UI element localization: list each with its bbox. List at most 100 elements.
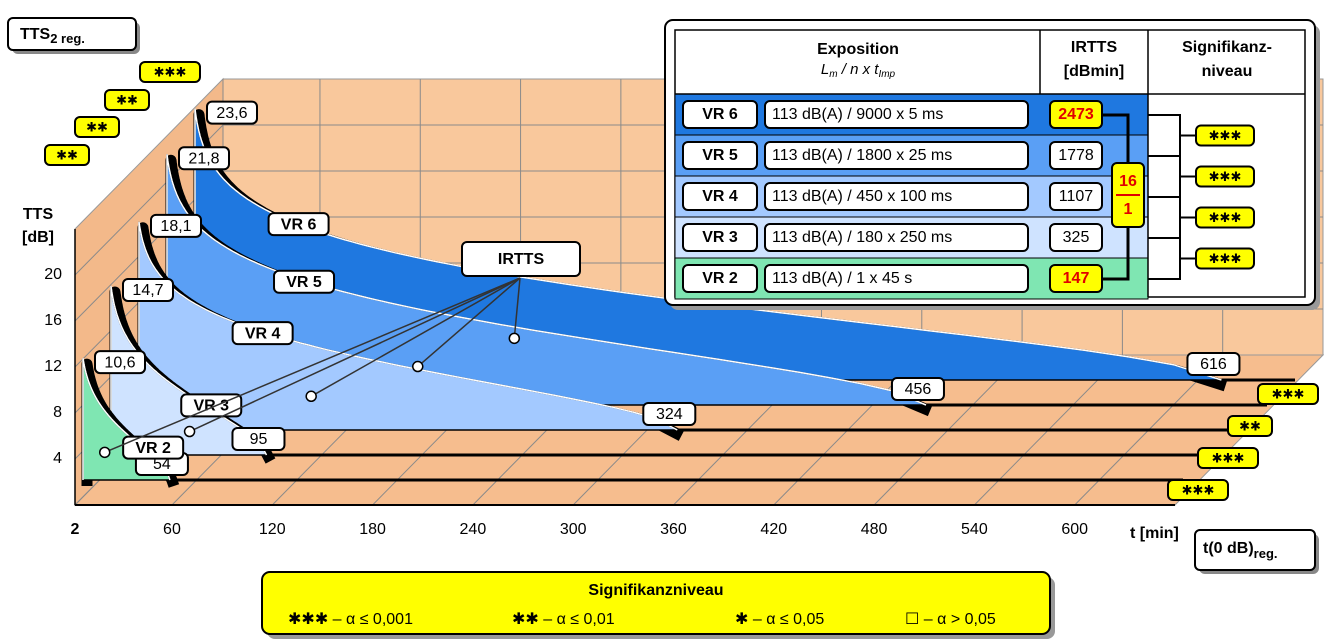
significance-box [104, 89, 150, 111]
row-label: VR 2 [702, 270, 738, 287]
end-label: 616 [1200, 356, 1227, 373]
exposition: 113 dB(A) / 1 x 45 s [772, 270, 912, 287]
legend-item: ✱✱ – α ≤ 0,01 [512, 611, 615, 628]
x-tick-label: 540 [961, 521, 988, 538]
exposition: 113 dB(A) / 180 x 250 ms [772, 229, 952, 246]
formula-part: m [829, 69, 837, 80]
curve-edge [194, 108, 1222, 381]
significance-label: ✱✱ [86, 121, 108, 136]
legend-box [261, 571, 1051, 635]
end-label-box [890, 377, 945, 401]
row-label-box [682, 264, 758, 293]
end-label: 324 [656, 406, 683, 423]
significance-box [1257, 383, 1319, 405]
significance-box [1195, 206, 1255, 229]
callout-line [310, 277, 521, 397]
legend-title: Signifikanzniveau [588, 582, 723, 599]
significance-label: ✱✱✱ [1182, 484, 1215, 499]
significance-label: ✱✱ [116, 94, 138, 109]
significance-box [1195, 124, 1255, 147]
end-label: 95 [250, 431, 268, 448]
row-label: VR 3 [702, 229, 738, 246]
significance-label: ✱✱✱ [1212, 452, 1245, 467]
significance-label: ✱✱ [1239, 420, 1261, 435]
end-label: 54 [153, 456, 171, 473]
significance-box [1227, 415, 1273, 437]
callout-line [189, 277, 521, 433]
table-header: IRTTS [1071, 39, 1118, 56]
table-header: [dBmin] [1064, 63, 1124, 80]
value-label: 18,1 [160, 218, 191, 235]
exposition-box [764, 223, 1029, 252]
series-label-box [273, 269, 336, 294]
irtts-box [1049, 141, 1103, 170]
x-tick-label: 2 [71, 521, 80, 538]
formula-part: Imp [878, 69, 895, 80]
irtts-value: 1107 [1059, 188, 1094, 205]
callout-dot [183, 425, 196, 438]
x-tick-label: 60 [163, 521, 181, 538]
y-tick-label: 16 [44, 312, 62, 329]
table-formula: Lm / n x tImp [821, 61, 896, 80]
series-label: VR 4 [245, 325, 281, 342]
table-header: Exposition [817, 41, 899, 58]
significance-label: ✱✱✱ [1209, 211, 1242, 226]
irtts-box [1049, 182, 1103, 211]
curve-edge [166, 154, 927, 406]
row-label: VR 5 [702, 147, 738, 164]
series-label: VR 2 [135, 440, 171, 457]
callout-line [513, 277, 521, 339]
row-label-box [682, 182, 758, 211]
end-label-box [1186, 352, 1241, 376]
ratio-top: 16 [1119, 173, 1137, 190]
value-label: 10,6 [104, 354, 135, 371]
value-label: 14,7 [132, 282, 163, 299]
significance-box [139, 61, 201, 83]
chart-title: TTS2 reg. [20, 26, 85, 46]
series-label: VR 3 [193, 398, 229, 415]
irtts-value: 147 [1063, 270, 1090, 287]
x-tick-label: 420 [760, 521, 787, 538]
x-tick-label: 240 [460, 521, 487, 538]
end-box [1194, 529, 1316, 571]
significance-box [74, 116, 120, 138]
irtts-value: 325 [1063, 229, 1090, 246]
callout-dot [305, 390, 317, 403]
value-label: 21,8 [188, 151, 219, 168]
series-label-box [122, 435, 185, 460]
x-tick-label: 360 [660, 521, 687, 538]
series-label: VR 5 [286, 274, 322, 291]
row-label-box [682, 141, 758, 170]
end-label: 456 [905, 381, 932, 398]
end-axis-label: t(0 dB)reg. [1203, 540, 1278, 561]
significance-label: ✱✱✱ [1272, 388, 1305, 403]
exposition-box [764, 264, 1029, 293]
significance-box [1167, 479, 1229, 501]
value-label: 23,6 [216, 105, 247, 122]
legend-item: ✱✱✱ – α ≤ 0,001 [288, 611, 413, 628]
significance-label: ✱✱✱ [1209, 252, 1242, 267]
callout-label: IRTTS [498, 251, 545, 268]
row-label-box [682, 100, 758, 129]
title-sub: 2 reg. [50, 31, 85, 46]
callout-dot [412, 360, 424, 373]
callout-line [104, 277, 521, 454]
x-tick-label: 480 [861, 521, 888, 538]
y-tick-label: 8 [53, 404, 62, 421]
value-label-box [122, 277, 174, 302]
series-label-box [231, 321, 294, 346]
legend-item: ☐ – α > 0,05 [905, 611, 996, 628]
row-label-box [682, 223, 758, 252]
x-tick-label: 300 [560, 521, 587, 538]
x-tick-label: 600 [1061, 521, 1088, 538]
y-axis-label: [dB] [22, 229, 54, 246]
title-main: TTS [20, 26, 51, 43]
exposition: 113 dB(A) / 1800 x 25 ms [772, 147, 952, 164]
significance-label: ✱✱✱ [1209, 129, 1242, 144]
end-main: t(0 dB) [1203, 540, 1254, 557]
row-label: VR 6 [702, 106, 738, 123]
significance-box [1195, 165, 1255, 188]
irtts-box [1049, 223, 1103, 252]
value-label-box [206, 100, 258, 125]
